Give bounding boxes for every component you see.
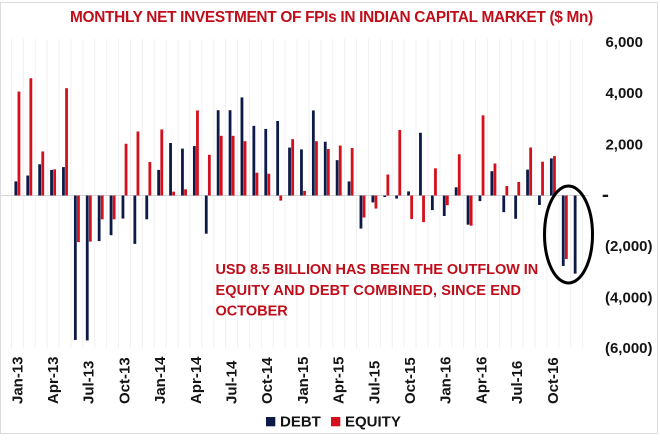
svg-text:Jul-13: Jul-13 (81, 361, 98, 404)
svg-text:EQUITY: EQUITY (345, 414, 401, 431)
svg-text:Jul-14: Jul-14 (224, 360, 241, 404)
svg-text:Jan-13: Jan-13 (9, 356, 26, 404)
svg-text:6,000: 6,000 (605, 34, 643, 51)
svg-text:Oct-13: Oct-13 (116, 357, 133, 404)
svg-text:2,000: 2,000 (605, 136, 643, 153)
svg-text:Jan-16: Jan-16 (438, 356, 455, 404)
svg-text:Oct-14: Oct-14 (259, 357, 276, 404)
svg-text:EQUITY AND DEBT COMBINED, SINC: EQUITY AND DEBT COMBINED, SINCE END (216, 283, 522, 299)
svg-text:(2,000): (2,000) (605, 238, 653, 255)
svg-text:Jul-16: Jul-16 (509, 361, 526, 404)
svg-text:Oct-16: Oct-16 (545, 357, 562, 404)
svg-text:4,000: 4,000 (605, 85, 643, 102)
svg-text:Oct-15: Oct-15 (402, 357, 419, 404)
svg-text:OCTOBER: OCTOBER (216, 304, 289, 320)
svg-text:Jul-15: Jul-15 (366, 361, 383, 404)
svg-text:Apr-15: Apr-15 (331, 356, 348, 404)
svg-text:(6,000): (6,000) (605, 340, 653, 357)
svg-text:DEBT: DEBT (280, 414, 321, 431)
svg-text:Apr-16: Apr-16 (473, 356, 490, 404)
svg-text:USD 8.5 BILLION HAS BEEN THE O: USD 8.5 BILLION HAS BEEN THE OUTFLOW IN (216, 262, 539, 278)
svg-text:MONTHLY NET INVESTMENT OF FPIs: MONTHLY NET INVESTMENT OF FPIs IN INDIAN… (70, 9, 593, 26)
svg-text:Apr-14: Apr-14 (188, 356, 205, 404)
svg-text:Jan-14: Jan-14 (152, 356, 169, 404)
svg-text:Jan-15: Jan-15 (295, 356, 312, 404)
svg-text:Apr-13: Apr-13 (45, 356, 62, 404)
svg-text:(4,000): (4,000) (605, 289, 653, 306)
